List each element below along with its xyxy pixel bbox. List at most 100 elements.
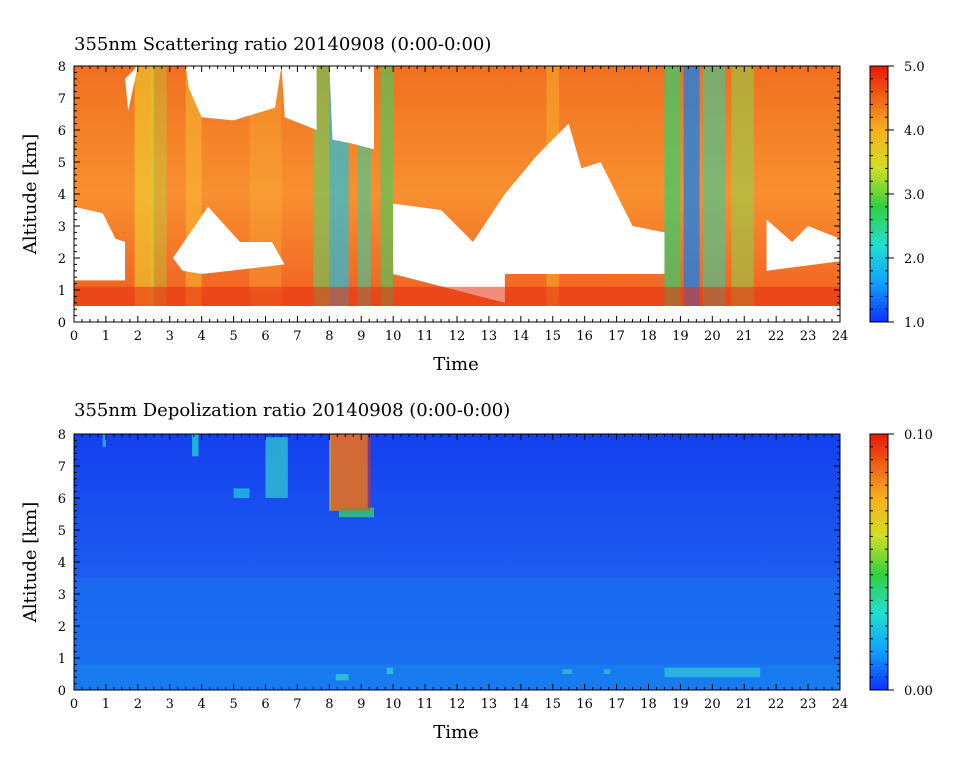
x-tick-label: 14 [513, 329, 530, 344]
x-tick-label: 19 [672, 697, 689, 712]
depolarization-feature [562, 669, 572, 674]
y-tick-label: 7 [58, 92, 66, 107]
boundary-layer-band [74, 286, 840, 306]
cloud-column-stripe [731, 66, 754, 322]
cloud-column-stripe [380, 66, 394, 322]
depolarization-feature [664, 667, 761, 678]
x-tick-label: 15 [544, 329, 561, 344]
y-tick-label: 5 [58, 524, 66, 539]
x-tick-label: 15 [544, 697, 561, 712]
cloud-column-stripe [150, 66, 167, 322]
panel1-heatmap [74, 66, 840, 322]
cloud-column-stripe [702, 66, 726, 322]
x-tick-label: 0 [70, 329, 78, 344]
panel2-heatmap [74, 434, 840, 690]
x-tick-label: 24 [832, 697, 849, 712]
x-tick-label: 17 [608, 329, 625, 344]
depolarization-feature [603, 669, 611, 674]
x-tick-label: 5 [229, 329, 237, 344]
x-tick-label: 13 [481, 697, 498, 712]
panel1-axes: 0 1 2 3 4 5 6 7 8 9 10 11 12 13 14 15 16 17 18 19 20 21 22 23 24… [58, 60, 849, 344]
x-tick-label: 12 [449, 697, 466, 712]
colorbar-tick-label: 0.10 [904, 428, 933, 443]
y-tick-label: 2 [58, 252, 66, 267]
x-tick-label: 1 [102, 329, 110, 344]
y-tick-label: 7 [58, 460, 66, 475]
x-tick-label: 1 [102, 697, 110, 712]
x-tick-label: 19 [672, 329, 689, 344]
depolarization-feature [192, 434, 199, 457]
cloud-column-stripe [313, 66, 330, 322]
x-tick-label: 3 [166, 697, 174, 712]
x-tick-label: 13 [481, 329, 498, 344]
x-tick-label: 20 [704, 697, 721, 712]
y-tick-label: 8 [58, 428, 66, 443]
panel1-colorbar-ticks: 1.0 2.0 3.0 4.0 5.0 [870, 60, 925, 331]
x-tick-label: 21 [736, 329, 753, 344]
x-tick-label: 9 [357, 329, 365, 344]
no-data-region [74, 206, 126, 281]
y-tick-label: 3 [58, 220, 66, 235]
y-tick-label: 8 [58, 60, 66, 75]
x-tick-label: 16 [576, 329, 593, 344]
y-tick-label: 1 [58, 652, 66, 667]
colorbar-tick-label: 4.0 [904, 124, 925, 139]
y-tick-label: 1 [58, 284, 66, 299]
x-tick-label: 20 [704, 329, 721, 344]
panel1-xlabel: Time [433, 354, 478, 375]
x-tick-label: 23 [800, 329, 817, 344]
x-tick-label: 23 [800, 697, 817, 712]
x-tick-label: 4 [198, 697, 206, 712]
x-tick-label: 8 [325, 697, 333, 712]
high-depolarization-cloud [330, 434, 371, 511]
x-tick-label: 3 [166, 329, 174, 344]
panel2-colorbar-ticks: 0.00 0.10 [870, 428, 933, 699]
panel2-features [74, 434, 840, 690]
no-data-region [329, 66, 375, 150]
aerosol-layer-band [74, 578, 840, 665]
depolarization-feature [335, 674, 349, 681]
cloud-column-stripe [683, 66, 700, 322]
panel1-title: 355nm Scattering ratio 20140908 (0:00-0:… [74, 34, 491, 55]
x-tick-label: 4 [198, 329, 206, 344]
colorbar-tick-label: 3.0 [904, 188, 925, 203]
x-tick-label: 17 [608, 697, 625, 712]
y-tick-label: 5 [58, 156, 66, 171]
x-tick-label: 5 [229, 697, 237, 712]
x-tick-label: 14 [513, 697, 530, 712]
x-tick-label: 22 [768, 697, 785, 712]
depolarization-feature [338, 507, 375, 518]
colorbar-tick-label: 0.00 [904, 684, 933, 699]
cloud-column-stripe [134, 66, 154, 322]
x-tick-label: 7 [293, 329, 301, 344]
x-tick-label: 7 [293, 697, 301, 712]
x-tick-label: 2 [134, 329, 142, 344]
depolarization-feature [329, 434, 368, 511]
x-tick-label: 2 [134, 697, 142, 712]
x-tick-label: 18 [640, 697, 657, 712]
colorbar-tick-label: 1.0 [904, 316, 925, 331]
x-tick-label: 18 [640, 329, 657, 344]
x-tick-label: 11 [417, 329, 434, 344]
x-tick-label: 21 [736, 697, 753, 712]
panel2-ylabel: Altitude [km] [20, 502, 41, 624]
x-tick-label: 11 [417, 697, 434, 712]
depolarization-feature [233, 488, 250, 498]
y-tick-label: 4 [58, 556, 66, 571]
depolarization-feature [265, 437, 288, 498]
panel2-background-field [74, 434, 840, 690]
no-data-region [125, 66, 138, 111]
x-tick-label: 0 [70, 697, 78, 712]
depolarization-feature [386, 667, 394, 674]
y-tick-label: 4 [58, 188, 66, 203]
y-tick-label: 0 [58, 316, 66, 331]
no-data-region [172, 206, 285, 274]
y-tick-label: 2 [58, 620, 66, 635]
x-tick-label: 6 [261, 697, 269, 712]
no-data-region [766, 219, 840, 271]
no-data-region [281, 66, 317, 130]
panel2-xlabel: Time [433, 722, 478, 743]
panel2-axes: 0 1 2 3 4 5 6 7 8 9 10 11 12 13 14 15 16 17 18 19 20 21 22 23 24… [58, 428, 849, 712]
x-tick-label: 8 [325, 329, 333, 344]
